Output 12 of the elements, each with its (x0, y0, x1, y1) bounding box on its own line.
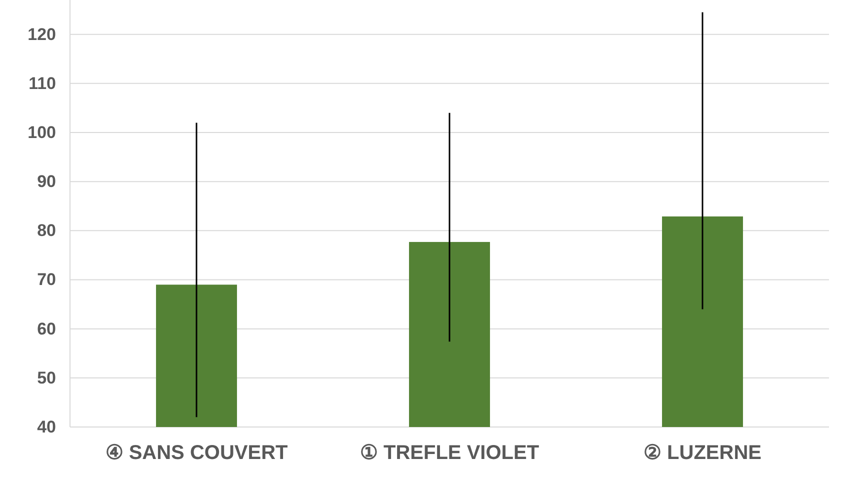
y-tick-label: 40 (37, 417, 56, 436)
y-tick-label: 60 (37, 319, 56, 338)
y-tick-label: 80 (37, 221, 56, 240)
x-tick-label: ② LUZERNE (644, 442, 762, 464)
y-tick-label: 70 (37, 270, 56, 290)
y-tick-label: 50 (37, 368, 56, 388)
y-tick-label: 110 (28, 74, 56, 93)
x-tick-label: ④ SANS COUVERT (105, 442, 288, 464)
y-tick-label: 100 (28, 122, 56, 142)
y-tick-label: 120 (28, 24, 56, 44)
y-tick-label: 90 (37, 172, 56, 192)
x-tick-label: ① TREFLE VIOLET (360, 442, 540, 464)
